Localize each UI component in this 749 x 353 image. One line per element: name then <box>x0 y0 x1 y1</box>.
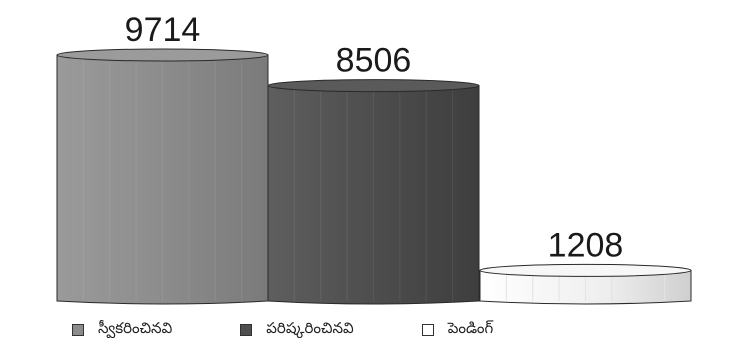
bar-accepted-cap <box>56 48 269 62</box>
legend-item-resolved: పరిష్కరించినవి <box>240 319 354 341</box>
bar-pending-cap <box>479 263 692 277</box>
bar-resolved-body <box>267 85 480 305</box>
legend: స్వీకరించినవి పరిష్కరించినవి పెండింగ్ <box>72 318 712 342</box>
legend-swatch-accepted <box>72 324 84 336</box>
legend-label-pending: పెండింగ్ <box>447 319 494 337</box>
legend-item-pending: పెండింగ్ <box>421 319 494 341</box>
value-label-accepted: 9714 <box>125 11 201 49</box>
value-label-resolved: 8506 <box>336 42 412 80</box>
bar-resolved-cap <box>267 79 480 93</box>
legend-label-accepted: స్వీకరించినవి <box>98 319 173 337</box>
legend-label-resolved: పరిష్కరించినవి <box>266 319 354 337</box>
legend-swatch-pending <box>421 324 434 336</box>
bar-pending <box>479 263 692 305</box>
bar-resolved <box>267 79 480 305</box>
bar-accepted-body <box>56 54 269 305</box>
value-label-pending: 1208 <box>548 226 624 264</box>
legend-item-accepted: స్వీకరించినవి <box>72 319 172 341</box>
legend-swatch-resolved <box>240 324 253 336</box>
bar-accepted <box>56 48 269 305</box>
